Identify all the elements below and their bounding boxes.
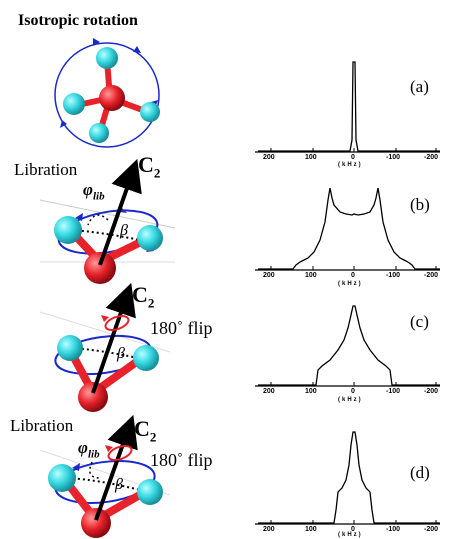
tick-label: 100 — [305, 272, 317, 279]
c2-label-c: C2 — [132, 282, 155, 311]
flip-label-c: 180˚ flip — [150, 318, 213, 338]
libration-flip-molecule-d — [39, 414, 171, 538]
panel-label-c: (c) — [410, 312, 429, 331]
panel-label-a: (a) — [410, 77, 429, 96]
tick-label: -200 — [424, 154, 439, 161]
phi-lib-label-d: φlib — [78, 438, 100, 461]
spectrum-a — [255, 61, 440, 153]
isotropic-rotation-title: Isotropic rotation — [18, 12, 138, 29]
axis-unit: (kHz) — [338, 397, 363, 403]
tick-label: 0 — [351, 154, 355, 161]
tick-label: 100 — [305, 154, 317, 161]
spectrum-d — [255, 431, 440, 525]
tick-label: 200 — [263, 154, 275, 161]
flip-molecule-c — [39, 282, 171, 412]
tick-label: -100 — [386, 388, 401, 395]
libration-label-d: Libration — [10, 416, 74, 435]
tick-label: 200 — [263, 272, 275, 279]
libration-label-b: Libration — [14, 160, 78, 179]
tick-label: -200 — [424, 388, 439, 395]
axis-unit: (kHz) — [338, 281, 363, 287]
axis-unit: (kHz) — [338, 532, 363, 538]
tick-label: 200 — [263, 526, 275, 533]
tick-label: -100 — [386, 526, 401, 533]
axis-unit: (kHz) — [338, 162, 363, 168]
panel-label-b: (b) — [410, 195, 430, 214]
tick-label: 100 — [305, 388, 317, 395]
tick-label: -200 — [424, 272, 439, 279]
beta-label-d: β — [115, 476, 123, 493]
tick-label: 0 — [351, 272, 355, 279]
tick-label: 0 — [351, 526, 355, 533]
phi-lib-label-b: φlib — [83, 180, 105, 203]
tick-label: 200 — [263, 388, 275, 395]
c2-label-d: C2 — [134, 416, 157, 445]
beta-label-c: β — [117, 345, 125, 362]
libration-molecule-b — [39, 158, 176, 284]
tick-label: -100 — [386, 272, 401, 279]
tick-label: -100 — [386, 154, 401, 161]
flip-label-d: 180˚ flip — [150, 450, 213, 470]
isotropic-molecule — [54, 38, 160, 148]
tick-label: 100 — [305, 526, 317, 533]
tick-label: -200 — [424, 526, 439, 533]
tick-label: 0 — [351, 388, 355, 395]
c2-label-b: C2 — [138, 152, 161, 181]
panel-label-d: (d) — [410, 463, 430, 482]
spectrum-c — [255, 305, 440, 387]
spectrum-b — [255, 187, 440, 271]
beta-label-b: β — [120, 222, 128, 239]
